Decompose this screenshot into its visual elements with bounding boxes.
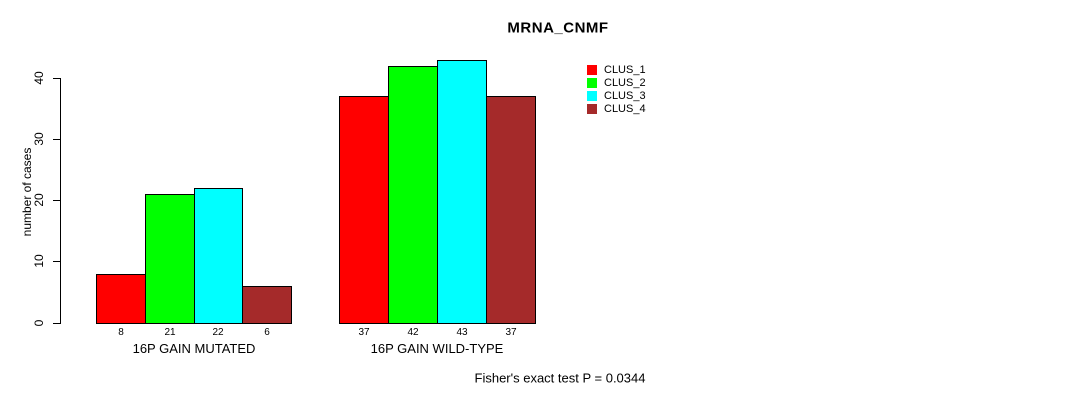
legend-label: CLUS_3 [604, 89, 646, 102]
legend-swatch-clus_4 [587, 103, 597, 114]
y-axis-label: number of cases [20, 147, 34, 237]
bar-value-label: 21 [164, 327, 176, 338]
group-label-1: 16P GAIN MUTATED [132, 341, 256, 356]
legend-item-clus_4: CLUS_4 [587, 102, 646, 115]
bar-value-label: 37 [505, 327, 517, 338]
bar-value-label: 8 [118, 327, 124, 338]
bar-clus_2-group2 [388, 66, 438, 324]
group-label-2: 16P GAIN WILD-TYPE [370, 341, 504, 356]
legend-item-clus_2: CLUS_2 [587, 76, 646, 89]
bar-clus_1-group1 [96, 274, 146, 324]
bar-clus_3-group1 [194, 188, 243, 324]
y-tick-label: 30 [32, 132, 46, 146]
y-tick-label: 20 [32, 193, 46, 207]
bar-clus_4-group2 [486, 96, 536, 324]
bar-clus_3-group2 [437, 60, 487, 324]
legend-swatch-clus_3 [587, 90, 597, 101]
legend-swatch-clus_1 [587, 64, 597, 75]
y-tick-mark [53, 78, 60, 79]
legend-label: CLUS_1 [604, 63, 646, 76]
fisher-test-annotation: Fisher's exact test P = 0.0344 [474, 370, 646, 386]
bar-clus_4-group1 [242, 286, 292, 324]
bar-value-label: 6 [264, 327, 270, 338]
y-tick-mark [53, 200, 60, 201]
legend-label: CLUS_4 [604, 102, 646, 115]
bar-clus_1-group2 [339, 96, 389, 324]
legend-label: CLUS_2 [604, 76, 646, 89]
y-tick-mark [53, 261, 60, 262]
bar-value-label: 22 [212, 327, 224, 338]
legend-item-clus_1: CLUS_1 [587, 63, 646, 76]
chart-title: MRNA_CNMF [507, 19, 609, 37]
bar-clus_2-group1 [145, 194, 195, 324]
bar-value-label: 43 [456, 327, 468, 338]
y-axis-line [60, 78, 61, 324]
y-tick-mark [53, 139, 60, 140]
legend-swatch-clus_2 [587, 77, 597, 88]
legend-item-clus_3: CLUS_3 [587, 89, 646, 102]
bar-value-label: 37 [358, 327, 370, 338]
y-tick-mark [53, 323, 60, 324]
y-tick-label: 0 [32, 319, 46, 327]
y-tick-label: 40 [32, 71, 46, 85]
bar-value-label: 42 [407, 327, 419, 338]
y-tick-label: 10 [32, 254, 46, 268]
legend: CLUS_1 CLUS_2 CLUS_3 CLUS_4 [587, 63, 646, 115]
